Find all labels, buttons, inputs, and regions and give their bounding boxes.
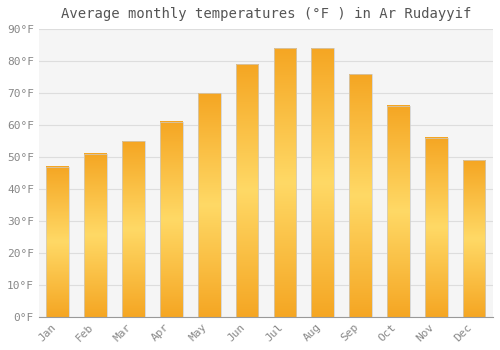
Bar [84, 154, 107, 317]
Bar [236, 64, 258, 317]
Bar [46, 167, 69, 317]
Bar [463, 160, 485, 317]
Bar [387, 106, 410, 317]
Bar [349, 74, 372, 317]
Title: Average monthly temperatures (°F ) in Ar Rudayyif: Average monthly temperatures (°F ) in Ar… [60, 7, 471, 21]
Bar [425, 138, 448, 317]
Bar [312, 48, 334, 317]
Bar [160, 122, 182, 317]
Bar [274, 48, 296, 317]
Bar [198, 93, 220, 317]
Bar [122, 141, 145, 317]
